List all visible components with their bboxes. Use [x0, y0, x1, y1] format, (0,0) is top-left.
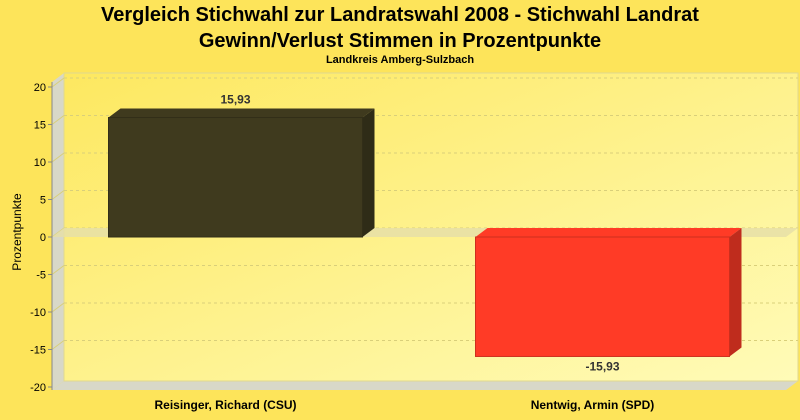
- x-tick-label: Reisinger, Richard (CSU): [154, 398, 296, 412]
- data-labels: 15,93 -15,93: [220, 93, 619, 374]
- grid-line-side: [51, 265, 65, 275]
- y-axis-ticks: 20 15 10 5 0 -5 -10 -15 -20: [30, 82, 52, 394]
- chart-title-line-2: Gewinn/Verlust Stimmen in Prozentpunkte: [198, 30, 602, 52]
- bar-0: [108, 108, 375, 238]
- y-tick-label: 10: [34, 157, 46, 169]
- chart-title: Vergleich Stichwahl zur Landratswahl 200…: [101, 4, 699, 26]
- grid-line-side: [51, 190, 65, 200]
- grid-line-side: [51, 152, 65, 163]
- x-tick-label: Nentwig, Armin (SPD): [531, 398, 655, 412]
- grid-line-side: [51, 340, 65, 350]
- plot-side-wall: [52, 73, 64, 390]
- bar-side-face: [729, 228, 742, 357]
- grid-line-side: [51, 115, 65, 125]
- y-axis-label: Prozentpunkte: [10, 193, 24, 271]
- y-tick-label: -15: [30, 345, 46, 357]
- plot-floor: [52, 381, 798, 390]
- bar-top-face: [475, 228, 742, 237]
- y-tick-label: 5: [40, 195, 46, 207]
- bar-top-face: [108, 108, 375, 118]
- grid-line-side: [51, 77, 65, 88]
- y-tick-label: 15: [34, 120, 46, 132]
- y-tick-label: 20: [34, 82, 46, 94]
- bar-1: [475, 228, 742, 357]
- grid-line-side: [51, 302, 65, 313]
- bar-front-face: [475, 236, 730, 357]
- y-tick-label: -10: [30, 307, 46, 319]
- data-label: 15,93: [220, 93, 250, 107]
- y-tick-label: -5: [36, 270, 46, 282]
- chart-subtitle: Landkreis Amberg-Sulzbach: [325, 54, 475, 66]
- y-tick-label: 0: [40, 232, 46, 244]
- y-tick-label: -20: [30, 382, 46, 394]
- x-axis-labels: Reisinger, Richard (CSU) Nentwig, Armin (…: [154, 398, 654, 412]
- bar-front-face: [108, 117, 363, 238]
- bars: [108, 108, 742, 357]
- bar-side-face: [362, 108, 375, 238]
- data-label: -15,93: [585, 359, 619, 373]
